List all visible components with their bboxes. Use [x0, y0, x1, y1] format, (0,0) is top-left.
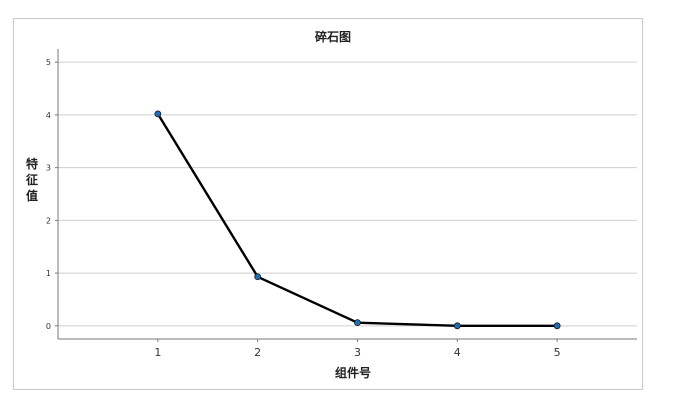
y-tick-label-3: 3 — [46, 164, 51, 173]
axes — [57, 49, 637, 340]
data-point-2 — [254, 273, 262, 281]
x-tick-label-5: 5 — [554, 346, 561, 359]
y-axis-label-char: 值 — [26, 188, 38, 203]
data-point-3 — [354, 319, 361, 327]
y-axis-label-char: 征 — [26, 172, 38, 187]
y-tick-label-2: 2 — [46, 216, 51, 225]
data-point-4 — [453, 322, 461, 330]
chart-frame: 碎石图 特征值 组件号 0 1 2 3 4 5 1 2 3 4 5 — [13, 18, 643, 390]
x-tick-label-2: 2 — [254, 346, 261, 359]
x-tick-label-4: 4 — [454, 346, 461, 359]
grid-lines — [58, 61, 637, 327]
data-point-5 — [553, 322, 561, 330]
y-ticks: 0 1 2 3 4 5 — [46, 58, 58, 331]
y-axis-label: 特征值 — [26, 156, 38, 203]
y-tick-label-0: 0 — [46, 322, 51, 331]
y-tick-label-1: 1 — [46, 269, 51, 278]
x-ticks: 1 2 3 4 5 — [154, 339, 561, 359]
x-tick-label-1: 1 — [154, 346, 161, 359]
x-tick-label-3: 3 — [354, 346, 361, 359]
y-axis-label-char: 特 — [26, 156, 38, 171]
y-tick-label-5: 5 — [46, 58, 51, 67]
series-line — [156, 113, 558, 328]
y-tick-label-4: 4 — [46, 111, 51, 120]
series-eigenvalues — [154, 110, 561, 330]
x-axis-label: 组件号 — [335, 365, 371, 380]
scree-plot: 碎石图 特征值 组件号 0 1 2 3 4 5 1 2 3 4 5 — [26, 29, 637, 380]
chart-title: 碎石图 — [315, 29, 351, 44]
data-point-1 — [154, 110, 162, 118]
